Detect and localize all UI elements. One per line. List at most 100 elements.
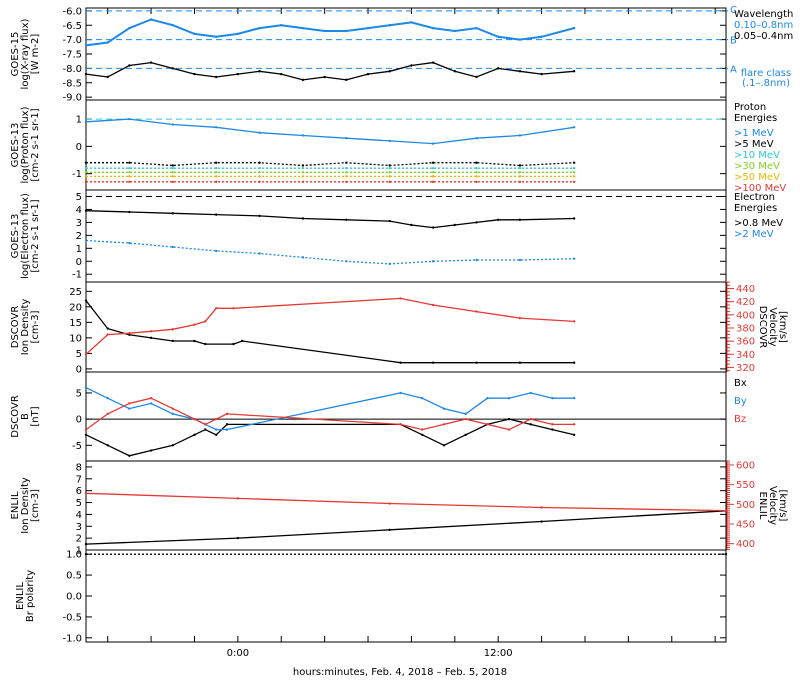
- y-right-tick-label: 340: [736, 350, 755, 361]
- y-right-tick-label: 400: [736, 310, 755, 321]
- data-point: [232, 307, 235, 310]
- y-axis-label: Ion Density: [20, 477, 31, 534]
- series-line-0-10-0-8nm: [85, 18, 575, 47]
- data-point: [388, 262, 391, 266]
- y-right-tick-label: 400: [736, 539, 755, 550]
- data-point: [475, 26, 478, 30]
- data-point: [518, 218, 522, 222]
- y-right-axis-label: Velocity: [767, 486, 778, 525]
- legend-entry: >50 MeV: [734, 172, 780, 183]
- legend-entry: >100 MeV: [734, 183, 786, 194]
- y-axis-label: GOES-13: [10, 214, 21, 259]
- data-point: [171, 164, 174, 167]
- series-line-bz: [85, 397, 575, 431]
- y-right-axis-label: [km/s]: [777, 490, 788, 522]
- data-point: [84, 428, 88, 431]
- data-point: [84, 353, 88, 356]
- data-point: [214, 126, 218, 129]
- data-point: [171, 24, 174, 27]
- data-point: [345, 218, 348, 222]
- series-line-density: [85, 300, 575, 364]
- legend-title: Electron: [734, 192, 775, 203]
- data-point: [214, 417, 218, 421]
- data-point: [464, 412, 467, 416]
- data-point: [214, 307, 218, 310]
- y-tick-label: -1.0: [62, 633, 82, 644]
- data-point: [551, 428, 554, 431]
- data-point: [724, 552, 728, 556]
- data-point: [507, 417, 511, 421]
- data-point: [106, 327, 109, 330]
- data-point: [572, 171, 576, 174]
- data-point: [388, 70, 391, 73]
- data-point: [171, 67, 174, 70]
- data-point: [572, 217, 576, 220]
- data-point: [572, 161, 576, 164]
- data-point: [171, 171, 174, 174]
- data-point: [301, 78, 305, 82]
- data-point: [572, 320, 576, 323]
- data-point: [301, 171, 305, 174]
- y-right-axis-label: [km/s]: [777, 311, 788, 343]
- data-point: [301, 256, 305, 259]
- data-point: [388, 166, 391, 170]
- data-point: [280, 24, 283, 27]
- data-point: [345, 78, 348, 82]
- y-axis-label: DSCOVR: [10, 306, 21, 349]
- data-point: [258, 180, 261, 184]
- data-point: [518, 166, 522, 170]
- y-tick-label: 20: [69, 302, 82, 313]
- data-point: [128, 117, 131, 121]
- series-line--0-8-mev: [85, 210, 575, 229]
- data-point: [214, 249, 218, 253]
- y-right-tick-label: 450: [736, 520, 755, 531]
- data-point: [128, 210, 131, 214]
- data-point: [399, 423, 402, 426]
- data-point: [475, 166, 478, 170]
- data-point: [149, 18, 153, 21]
- data-point: [193, 433, 196, 437]
- y-axis-label: [nT]: [30, 406, 41, 426]
- y-tick-label: 5: [76, 192, 82, 203]
- data-point: [84, 239, 88, 242]
- legend-entry: >10 MeV: [734, 150, 780, 161]
- y-right-tick-label: 380: [736, 323, 755, 334]
- data-point: [431, 361, 435, 364]
- data-point: [453, 29, 457, 33]
- y-axis-label: [cm-3]: [30, 310, 41, 343]
- data-point: [128, 241, 131, 245]
- y-tick-label: 1.0: [66, 550, 82, 561]
- data-point: [464, 417, 467, 421]
- data-point: [572, 433, 576, 437]
- data-point: [258, 252, 261, 255]
- data-point: [421, 433, 424, 437]
- data-point: [193, 32, 196, 36]
- data-point: [431, 226, 435, 229]
- data-point: [388, 175, 391, 178]
- data-point: [486, 423, 489, 426]
- data-point: [345, 136, 348, 140]
- y-axis-label: log(Electron flux): [20, 193, 31, 279]
- data-point: [214, 171, 218, 174]
- data-point: [572, 126, 576, 129]
- data-point: [236, 497, 240, 500]
- data-point: [551, 423, 554, 426]
- data-point: [529, 391, 532, 395]
- data-point: [518, 38, 522, 41]
- data-point: [301, 166, 305, 170]
- data-point: [84, 386, 88, 389]
- y-right-axis-label: DSCOVR: [757, 306, 768, 349]
- data-point: [84, 120, 88, 124]
- series-line--1-mev: [85, 118, 575, 145]
- data-point: [421, 428, 424, 431]
- data-point: [149, 396, 153, 400]
- data-point: [106, 396, 109, 400]
- flare-class-label: A: [730, 64, 737, 75]
- x-axis-label: hours:minutes, Feb. 4, 2018 – Feb. 5, 20…: [293, 667, 507, 678]
- data-point: [128, 171, 131, 174]
- series-line-0-05-0-4nm: [85, 61, 575, 81]
- data-point: [518, 164, 522, 167]
- y-tick-label: 0: [76, 142, 82, 153]
